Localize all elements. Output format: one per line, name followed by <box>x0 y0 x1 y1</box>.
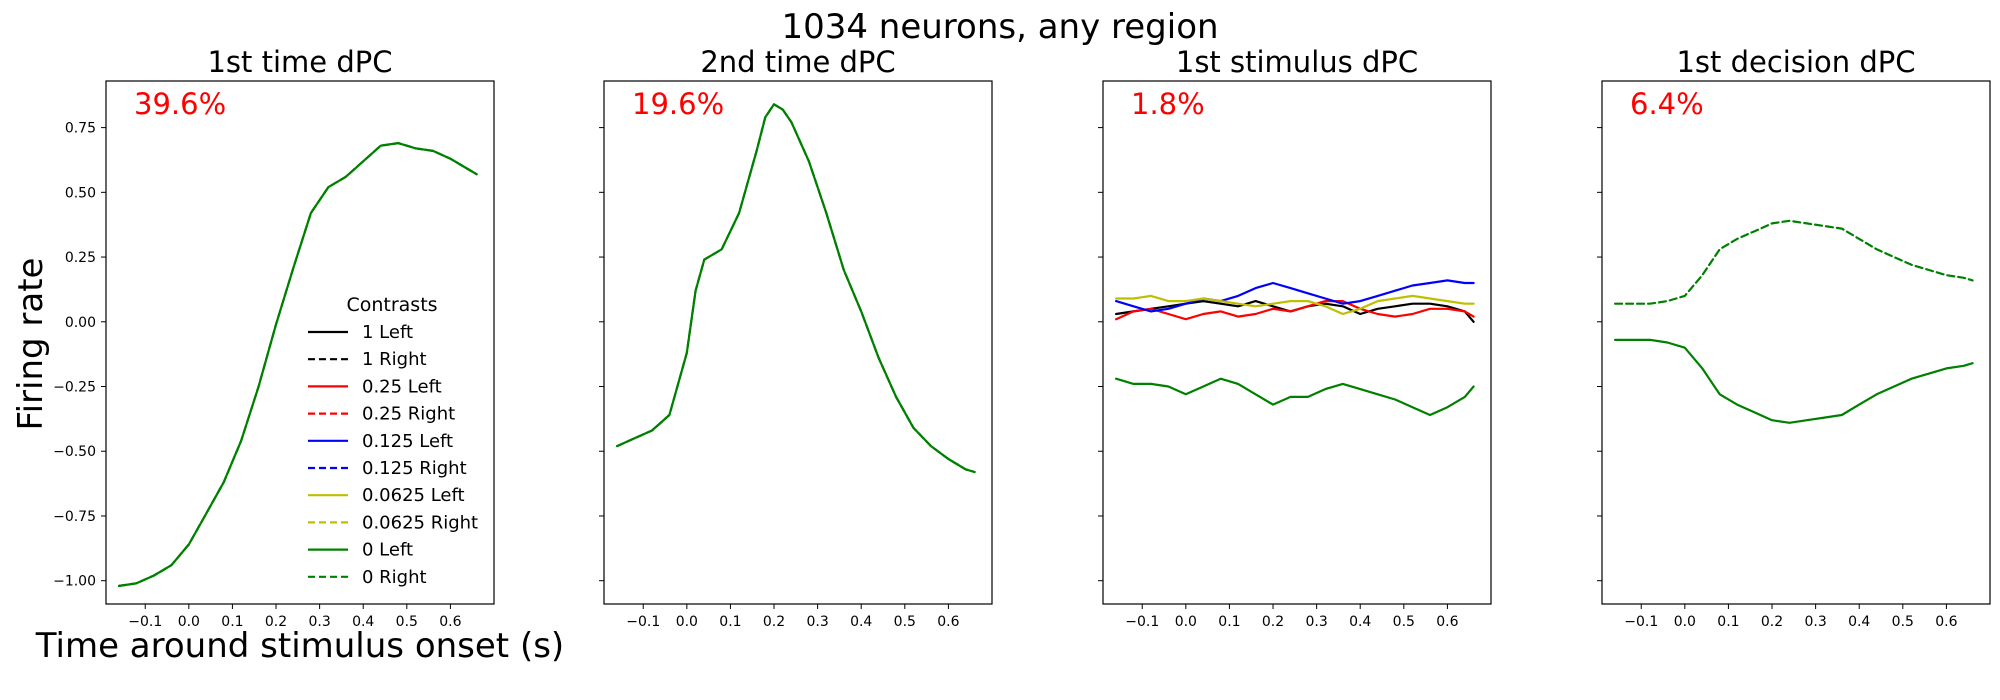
panel-title: 1st decision dPC <box>1676 45 1915 79</box>
x-tick-label: −0.1 <box>1125 614 1159 630</box>
panel-time-dpc-1: 1st time dPC −0.1 0.0 0.1 0.2 0.3 0.4 0.5 0.6 −1.… <box>53 45 494 630</box>
x-tick-label: 0.0 <box>178 614 200 630</box>
x-tick-label: 0.1 <box>719 614 741 630</box>
legend-entry-label: 1 Right <box>362 349 427 370</box>
legend-entry-label: 0.25 Left <box>362 376 442 397</box>
x-tick-label: 0.3 <box>1305 614 1327 630</box>
legend-entry-label: 0.125 Left <box>362 431 453 452</box>
x-tick-label: 0.6 <box>1436 614 1458 630</box>
x-tick-label: 0.4 <box>352 614 374 630</box>
series-line <box>617 104 975 472</box>
x-tick-label: 0.0 <box>1674 614 1696 630</box>
y-tick-label: 0.00 <box>65 315 96 331</box>
x-tick-label: 0.6 <box>937 614 959 630</box>
variance-annotation: 1.8% <box>1131 87 1205 121</box>
series-line <box>1615 340 1973 423</box>
figure-ylabel: Firing rate <box>11 258 51 431</box>
x-tick-label: 0.4 <box>1848 614 1870 630</box>
legend-entry-label: 0 Left <box>362 540 413 561</box>
x-tick-label: 0.2 <box>265 614 287 630</box>
y-tick-label: −1.00 <box>53 574 96 590</box>
panel-title: 1st time dPC <box>207 45 392 79</box>
x-tick-label: −0.1 <box>626 614 660 630</box>
variance-annotation: 39.6% <box>134 87 226 121</box>
axes-frame <box>1103 81 1491 604</box>
x-tick-label: 0.1 <box>221 614 243 630</box>
panel-title: 2nd time dPC <box>700 45 895 79</box>
x-tick-label: 0.5 <box>396 614 418 630</box>
series-line <box>617 104 975 472</box>
y-tick-label: 0.25 <box>65 250 96 266</box>
x-tick-label: 0.2 <box>1262 614 1284 630</box>
legend-entry-label: 0 Right <box>362 567 427 588</box>
panel-time-dpc-2: 2nd time dPC −0.1 0.0 0.1 0.2 0.3 0.4 0.5 0.6 19.… <box>599 45 992 630</box>
legend: Contrasts 1 Left 1 Right 0.25 Left 0.25 Rig… <box>308 294 478 588</box>
x-tick-label: 0.0 <box>676 614 698 630</box>
x-tick-label: 0.4 <box>850 614 872 630</box>
legend-entry-label: 0.0625 Left <box>362 485 465 506</box>
legend-entry-label: 0.0625 Right <box>362 512 478 533</box>
figure-xlabel: Time around stimulus onset (s) <box>35 626 564 666</box>
y-tick-label: −0.50 <box>53 444 96 460</box>
legend-entry-label: 0.25 Right <box>362 404 455 425</box>
x-tick-label: 0.4 <box>1349 614 1371 630</box>
panel-decision-dpc-1: 1st decision dPC −0.1 0.0 0.1 0.2 0.3 0.4 0.5 0.… <box>1597 45 1990 630</box>
x-tick-label: −0.1 <box>128 614 162 630</box>
x-tick-label: 0.5 <box>1892 614 1914 630</box>
x-tick-label: 0.2 <box>1761 614 1783 630</box>
x-tick-label: 0.6 <box>1935 614 1957 630</box>
variance-annotation: 19.6% <box>632 87 724 121</box>
series-line <box>1116 379 1474 415</box>
x-tick-label: 0.1 <box>1717 614 1739 630</box>
x-tick-label: 0.2 <box>763 614 785 630</box>
x-tick-label: 0.1 <box>1218 614 1240 630</box>
x-tick-label: −0.1 <box>1624 614 1658 630</box>
figure-title: 1034 neurons, any region <box>781 7 1218 47</box>
x-tick-label: 0.6 <box>439 614 461 630</box>
variance-annotation: 6.4% <box>1630 87 1704 121</box>
y-tick-label: 0.75 <box>65 121 96 137</box>
legend-entry-label: 1 Left <box>362 322 413 343</box>
x-tick-label: 0.0 <box>1175 614 1197 630</box>
x-tick-label: 0.3 <box>806 614 828 630</box>
series-line <box>1615 221 1973 304</box>
panel-title: 1st stimulus dPC <box>1176 45 1418 79</box>
y-tick-label: 0.50 <box>65 185 96 201</box>
axes-frame <box>604 81 992 604</box>
y-tick-label: −0.75 <box>53 509 96 525</box>
x-tick-label: 0.5 <box>1393 614 1415 630</box>
x-tick-label: 0.3 <box>1804 614 1826 630</box>
legend-entry-label: 0.125 Right <box>362 458 467 479</box>
x-tick-label: 0.3 <box>308 614 330 630</box>
x-tick-label: 0.5 <box>894 614 916 630</box>
y-tick-label: −0.25 <box>53 380 96 396</box>
panel-stimulus-dpc-1: 1st stimulus dPC −0.1 0.0 0.1 0.2 0.3 0.4 0.5 0.… <box>1098 45 1491 630</box>
legend-title: Contrasts <box>346 294 437 316</box>
